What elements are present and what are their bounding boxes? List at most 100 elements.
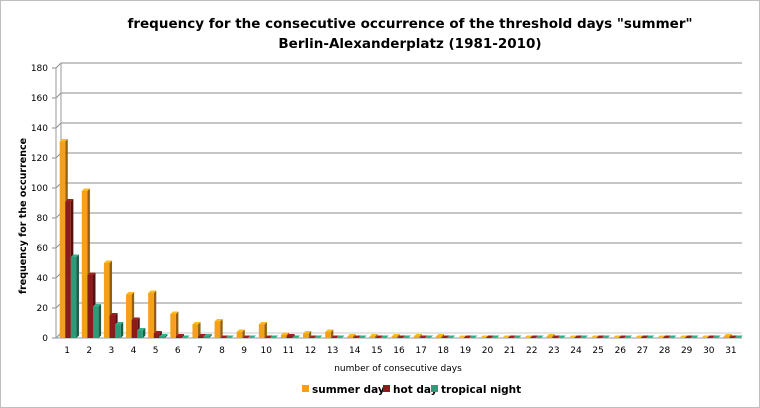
bar-top: [70, 254, 79, 257]
plot-walls: [55, 63, 742, 339]
bar-top: [435, 334, 444, 337]
bar-top: [369, 334, 378, 337]
bar-top: [170, 311, 179, 314]
bar-side: [220, 319, 223, 338]
x-tick-label: 15: [371, 346, 382, 356]
bar-side: [552, 334, 555, 338]
x-tick-label: 4: [131, 346, 137, 356]
bar-tropical-night-5: [159, 336, 165, 338]
y-tick-labels: 0 20 40 60 80 100 120 140 160 180: [31, 64, 48, 344]
x-tick-label: 10: [260, 346, 272, 356]
y-tick-label: 60: [37, 244, 49, 254]
bar-top: [380, 335, 389, 338]
bar-summer-day-9: [236, 332, 243, 338]
bar-summer-day-1: [59, 141, 66, 338]
bar-top: [557, 335, 566, 338]
bar-side: [352, 334, 356, 338]
bar-top: [635, 335, 644, 338]
bar-top: [280, 332, 290, 335]
bar-side: [729, 334, 732, 338]
bar-top: [679, 335, 688, 338]
x-tick-label: 19: [460, 346, 472, 356]
bar-top: [535, 335, 544, 338]
bar-top: [701, 335, 710, 338]
x-tick-label: 21: [504, 346, 515, 356]
y-tick-label: 80: [37, 214, 49, 224]
bar-top: [181, 335, 190, 338]
bar-side: [198, 322, 201, 338]
bar-tropical-night-2: [92, 306, 99, 338]
bar-top: [103, 260, 113, 263]
x-tick-label: 6: [175, 346, 181, 356]
bar-side: [264, 322, 267, 338]
x-tick-label: 22: [526, 346, 537, 356]
bar-top: [690, 335, 699, 338]
bar-top: [485, 335, 494, 338]
bar-side: [330, 329, 334, 338]
bar-hot-day-4: [131, 320, 138, 338]
bar-top: [292, 335, 301, 338]
bar-top: [668, 335, 677, 338]
grid-line-slant: [55, 122, 62, 129]
x-tick-label: 30: [703, 346, 715, 356]
bar-top: [303, 331, 312, 334]
bar-top: [402, 335, 411, 338]
bar-side: [419, 334, 422, 338]
bar-top: [286, 334, 295, 337]
bar-top: [375, 335, 384, 338]
bar-summer-day-5: [148, 293, 154, 338]
y-tick-label: 140: [31, 124, 48, 134]
bar-hot-day-5: [153, 333, 160, 338]
bar-side: [142, 328, 146, 338]
bar-top: [159, 334, 168, 337]
bar-top: [358, 335, 367, 338]
y-tick-label: 0: [42, 334, 48, 344]
bar-top: [220, 335, 229, 338]
bar-top: [192, 322, 201, 325]
y-axis-label: frequency for the occurrence: [18, 138, 29, 294]
bar-side: [76, 254, 79, 338]
bar-top: [65, 199, 74, 202]
bar-summer-day-16: [391, 336, 398, 338]
chart-title-line2: Berlin-Alexanderplatz (1981-2010): [278, 36, 541, 52]
bar-summer-day-15: [369, 336, 376, 338]
y-tick-label: 20: [37, 304, 49, 314]
bar-top: [258, 322, 267, 325]
legend-label-tropical-night: tropical night: [441, 384, 521, 396]
bar-top: [684, 335, 693, 338]
bar-top: [391, 334, 400, 337]
legend-swatch-summer-day: [302, 385, 309, 392]
bar-tropical-night-7: [203, 336, 210, 338]
bar-side: [120, 322, 124, 338]
bar-top: [330, 335, 339, 338]
y-tick-label: 180: [31, 64, 48, 74]
bar-top: [352, 335, 362, 338]
y-tick-label: 100: [31, 184, 48, 194]
bar-summer-day-11: [280, 335, 287, 338]
x-tick-label: 26: [615, 346, 627, 356]
bar-top: [81, 188, 90, 191]
bar-top: [397, 335, 406, 338]
bar-top: [513, 335, 522, 338]
bar-top: [137, 328, 146, 331]
bar-top: [502, 335, 511, 338]
bar-top: [413, 334, 422, 337]
bar-top: [131, 317, 140, 320]
bar-top: [419, 335, 428, 338]
bar-summer-day-31: [723, 336, 730, 338]
bars-group: [59, 139, 743, 338]
bar-top: [618, 335, 627, 338]
bar-top: [225, 335, 234, 338]
bar-top: [325, 329, 334, 332]
bar-top: [469, 335, 478, 338]
x-tick-label: 17: [415, 346, 426, 356]
bar-summer-day-12: [303, 333, 309, 338]
bar-side: [181, 334, 185, 338]
x-tick-label: 7: [197, 346, 203, 356]
bar-top: [596, 335, 605, 338]
x-tick-label: 3: [108, 346, 114, 356]
x-tick-label: 8: [219, 346, 225, 356]
bar-summer-day-23: [546, 336, 553, 338]
bar-side: [397, 334, 400, 338]
